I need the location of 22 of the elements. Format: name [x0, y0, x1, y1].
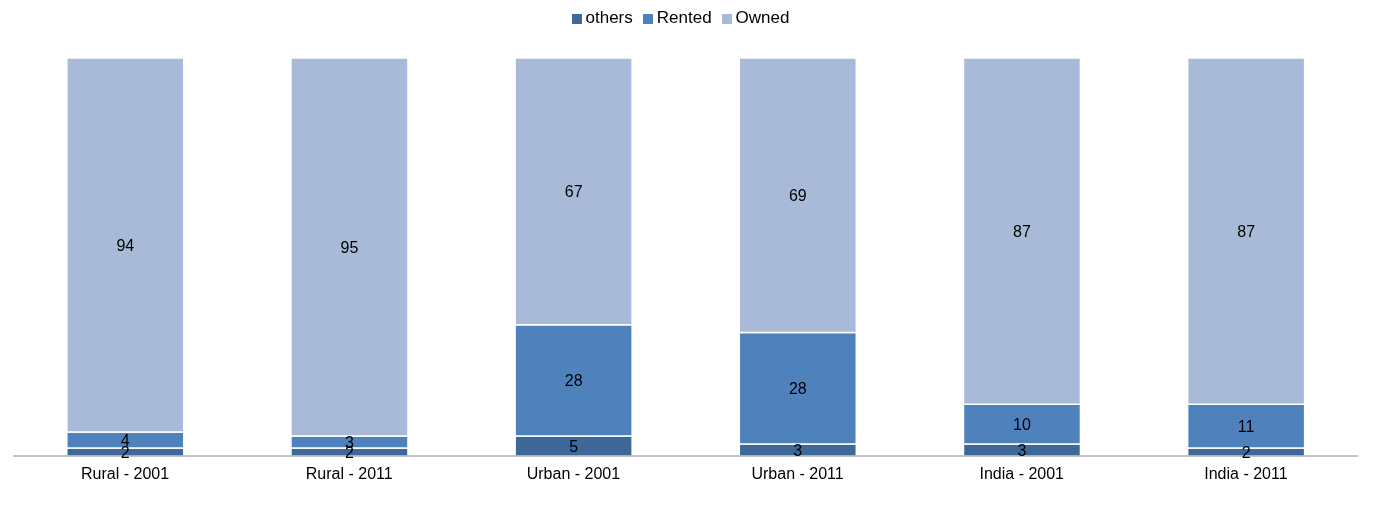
data-label: 3	[793, 441, 803, 459]
data-label: 94	[116, 236, 135, 254]
data-label: 69	[788, 186, 807, 204]
data-label: 67	[564, 183, 583, 201]
data-label: 28	[788, 380, 807, 398]
data-label: 87	[1237, 222, 1256, 240]
legend-label: others	[585, 8, 633, 27]
x-tick-label: Rural - 2011	[305, 465, 393, 483]
data-label: 5	[569, 437, 579, 455]
data-label: 3	[1017, 441, 1027, 459]
data-label: 28	[564, 372, 583, 390]
data-label: 87	[1013, 222, 1031, 240]
x-tick-label: Urban - 2011	[751, 465, 844, 483]
x-tick-label: India - 2001	[979, 465, 1065, 483]
legend-label: Owned	[735, 8, 790, 27]
data-label: 11	[1237, 417, 1255, 435]
x-tick-label: Urban - 2001	[526, 465, 621, 483]
data-label: 95	[340, 238, 359, 256]
x-tick-label: Rural - 2001	[81, 465, 170, 483]
legend-label: Rented	[656, 8, 712, 27]
x-tick-label: India - 2011	[1204, 465, 1288, 483]
data-label: 10	[1013, 415, 1031, 433]
